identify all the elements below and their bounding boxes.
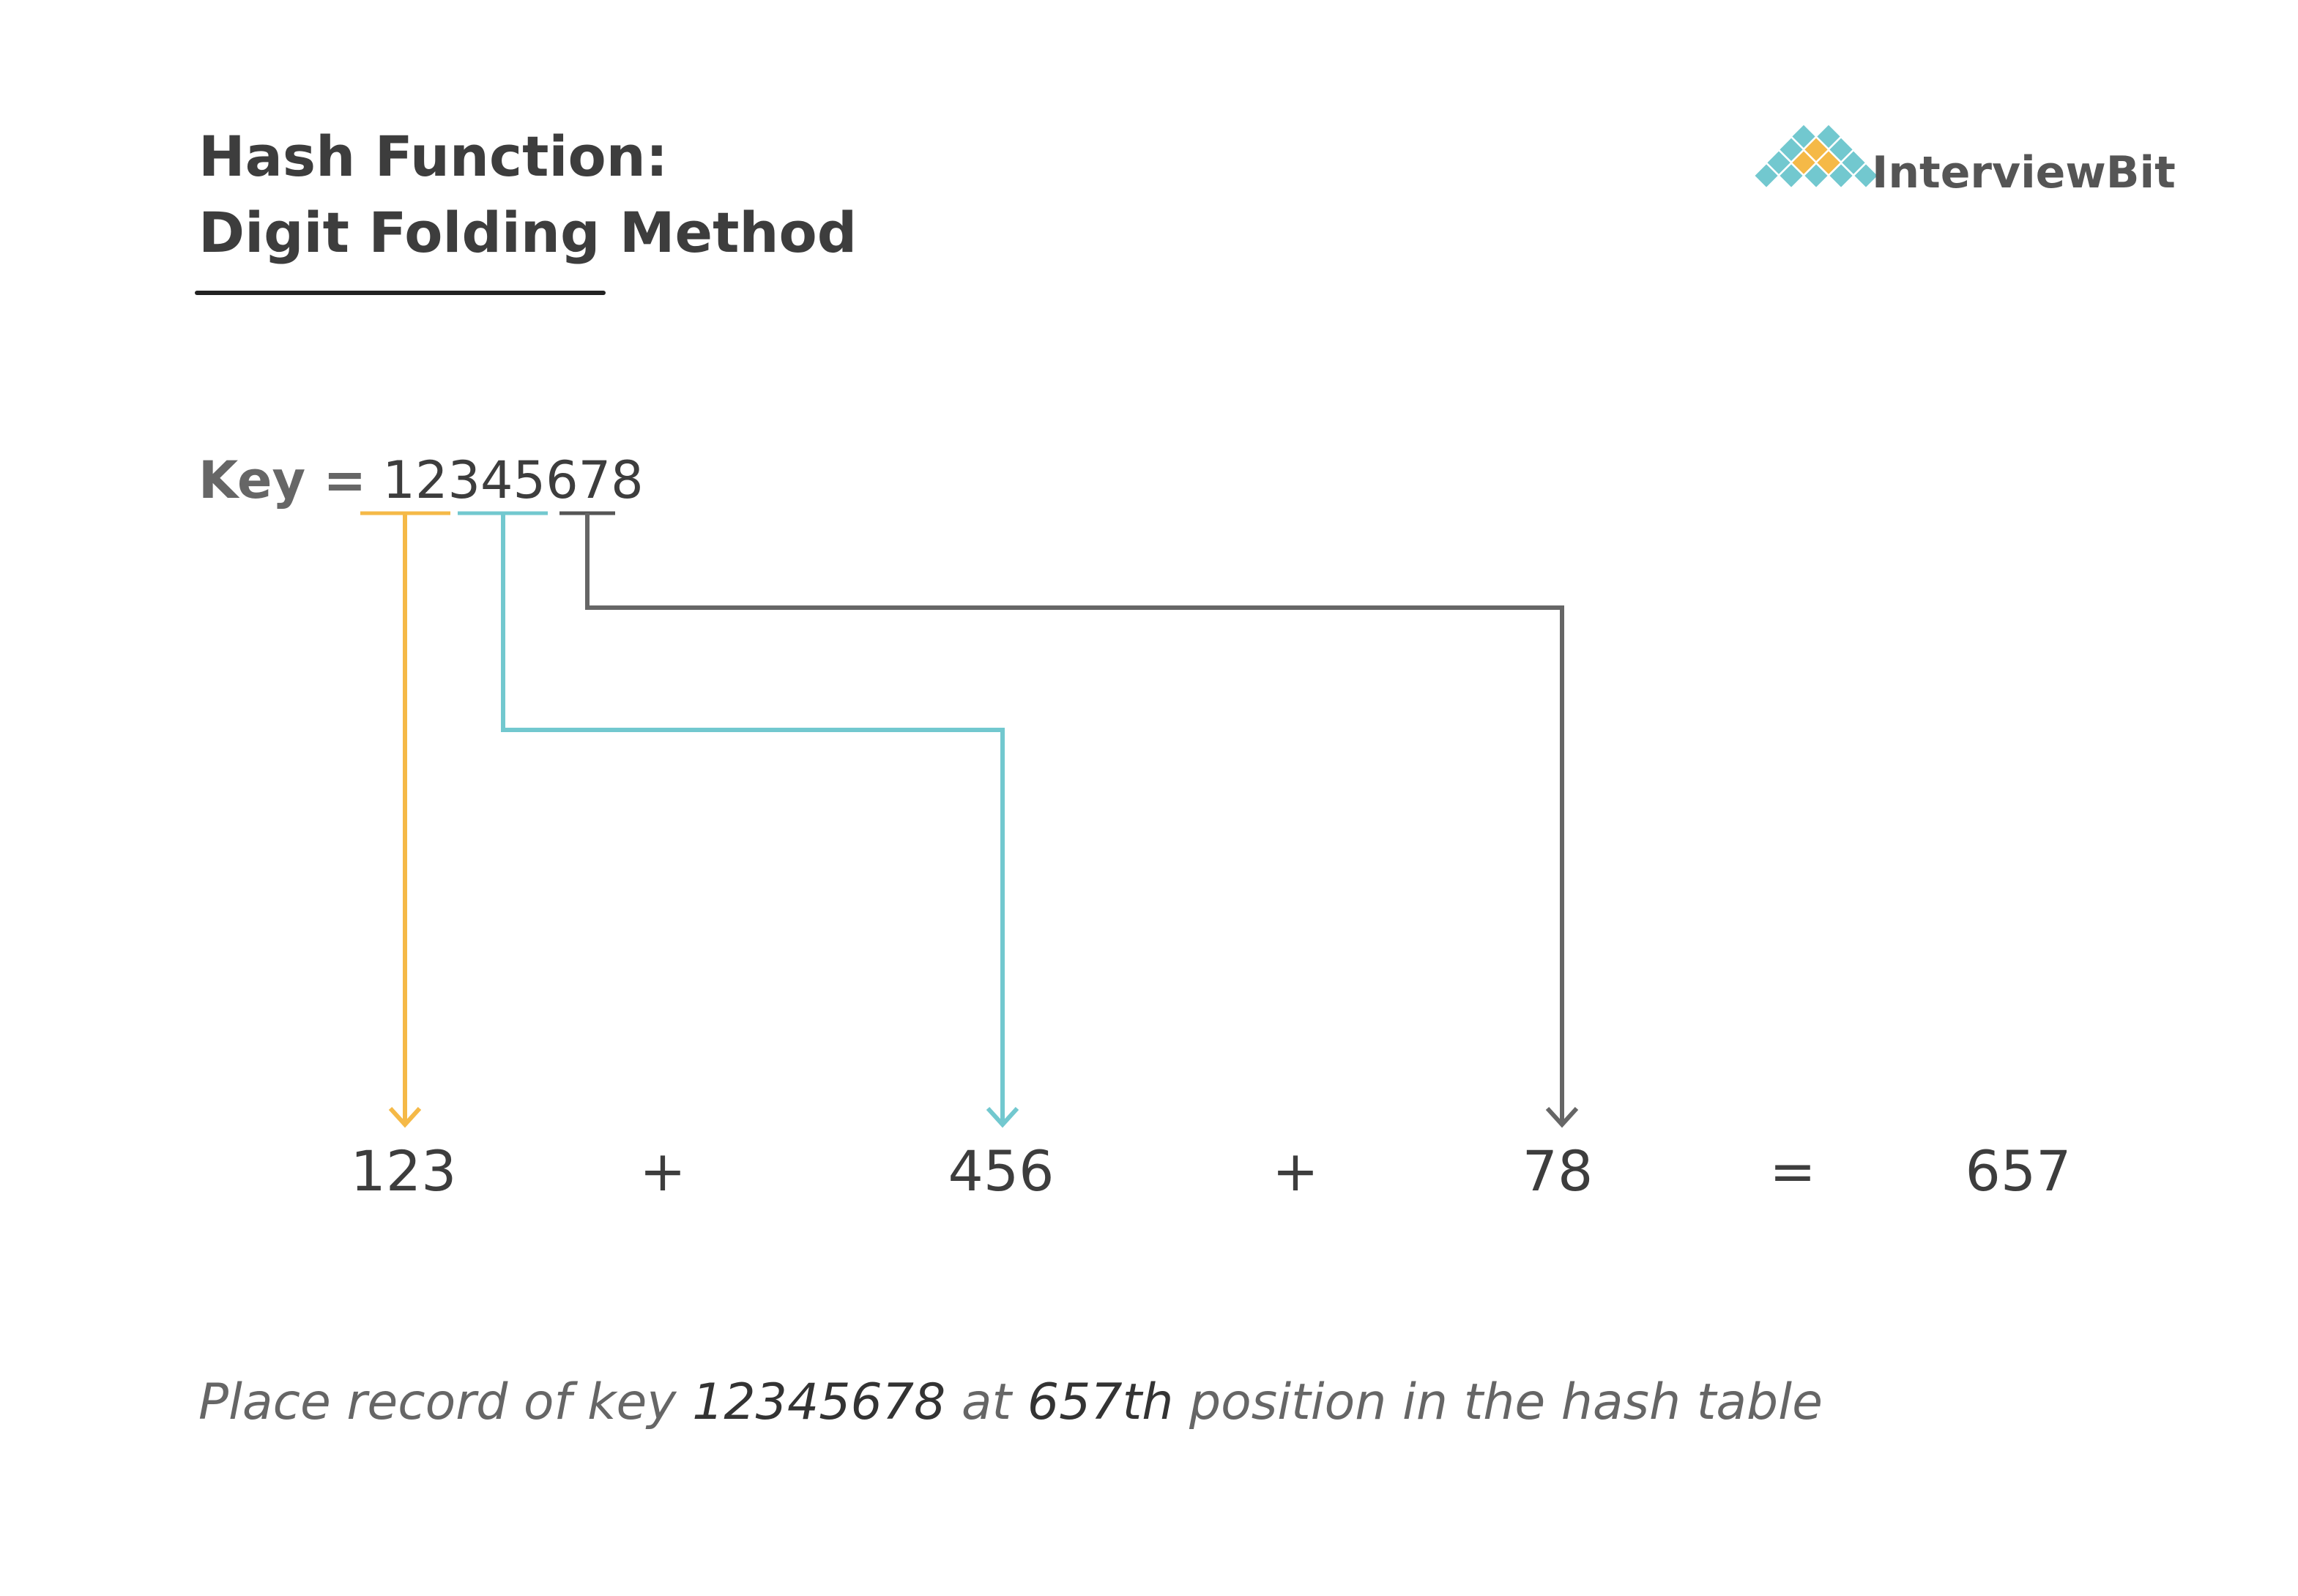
operator: + — [1272, 1138, 1319, 1204]
key-value: 12345678 — [382, 450, 643, 510]
title: Hash Function: — [198, 124, 668, 189]
arrow — [585, 513, 1564, 1125]
caption-key: 12345678 — [692, 1373, 945, 1431]
arrows — [388, 513, 1579, 1128]
key-label: Key = — [198, 450, 366, 510]
part: 123 — [350, 1138, 456, 1204]
logo-text: InterviewBit — [1872, 147, 2176, 198]
caption-text: Place record of key — [198, 1373, 692, 1431]
operator: = — [1769, 1138, 1816, 1204]
arrowhead — [1545, 1106, 1579, 1128]
key-line: Key = 12345678 — [198, 450, 644, 510]
operator: + — [639, 1138, 686, 1204]
sum-row: 123 + 456 + 78 = 657 — [350, 1138, 2071, 1204]
result: 657 — [1965, 1138, 2071, 1204]
arrowhead — [388, 1106, 422, 1128]
caption-position: 657th — [1027, 1373, 1174, 1431]
caption-text: at — [945, 1373, 1027, 1431]
logo-diamond — [1790, 123, 1818, 150]
part: 456 — [948, 1138, 1054, 1204]
arrow — [501, 513, 1005, 1125]
title: Digit Folding Method — [198, 200, 857, 265]
logo-mark — [1752, 123, 1880, 190]
logo-diamond — [1815, 123, 1843, 150]
arrowhead — [986, 1106, 1019, 1128]
caption-text: position in the hash table — [1173, 1373, 1823, 1431]
part: 78 — [1522, 1138, 1594, 1204]
caption: Place record of key 12345678 at 657th po… — [198, 1373, 1823, 1431]
